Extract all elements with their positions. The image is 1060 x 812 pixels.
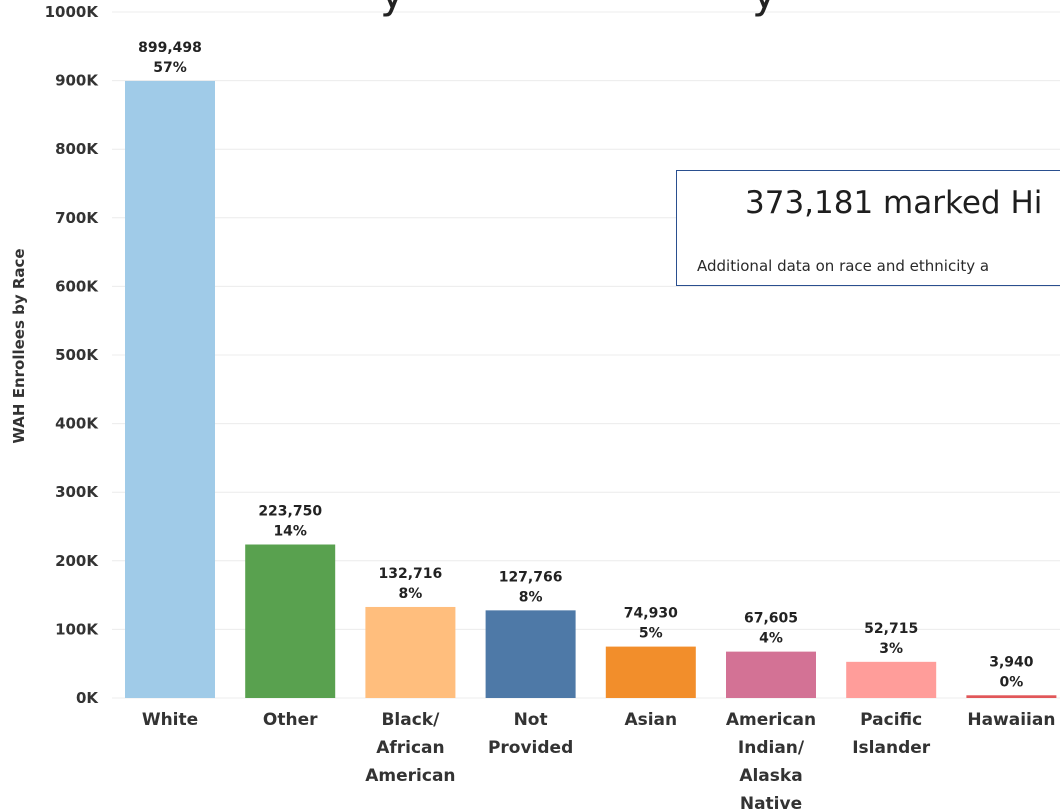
x-category-label: American <box>365 766 455 786</box>
bar-value-label: 52,715 <box>864 621 918 637</box>
bar <box>846 661 937 698</box>
y-tick-label: 0K <box>76 689 99 707</box>
x-category-label: Alaska <box>739 766 802 786</box>
bar-percent-label: 0% <box>1000 674 1024 690</box>
bar <box>726 651 816 698</box>
x-category-label: Asian <box>624 710 677 730</box>
bar-value-label: 223,750 <box>258 504 322 520</box>
y-tick-label: 900K <box>55 72 99 90</box>
bar-value-label: 3,940 <box>989 654 1034 670</box>
bar <box>245 544 336 698</box>
annotation-note: Additional data on race and ethnicity a <box>697 257 990 275</box>
bars <box>125 80 1057 698</box>
y-tick-label: 600K <box>55 277 99 295</box>
bar-percent-label: 8% <box>399 586 423 602</box>
bar-value-label: 127,766 <box>499 569 563 585</box>
bar <box>485 610 576 698</box>
x-category-label: Hawaiian <box>967 710 1055 730</box>
bar-percent-label: 5% <box>639 626 663 642</box>
y-tick-label: 300K <box>55 483 99 501</box>
bar-percent-label: 8% <box>519 589 543 605</box>
annotation-box: 373,181 marked Hi Additional data on rac… <box>676 170 1060 286</box>
bar <box>966 695 1057 698</box>
bar <box>365 606 456 698</box>
bar <box>605 646 696 698</box>
y-tick-label: 200K <box>55 552 99 570</box>
y-axis-title: WAH Enrollees by Race <box>10 248 28 443</box>
bar-percent-label: 14% <box>273 524 307 540</box>
y-tick-label: 500K <box>55 346 99 364</box>
y-tick-label: 400K <box>55 415 99 433</box>
y-tick-label: 700K <box>55 209 99 227</box>
chart-title-fragment: y y <box>380 0 777 18</box>
y-tick-label: 1000K <box>45 3 100 21</box>
bar-value-label: 74,930 <box>624 606 678 622</box>
data-labels: 899,498 57% 223,750 14% 132,716 8% 127,766 8% 74… <box>138 40 1034 690</box>
x-category-label: Indian/ <box>738 738 805 758</box>
bar <box>125 80 215 698</box>
bar-percent-label: 4% <box>759 631 783 647</box>
annotation-headline: 373,181 marked Hi <box>745 185 1043 221</box>
y-tick-label: 800K <box>55 140 99 158</box>
y-axis-ticks: 0K 100K 200K 300K 400K 500K 600K 700K 800K 900K 10… <box>45 3 100 707</box>
x-category-label: Native <box>740 794 802 812</box>
x-category-label: Not <box>514 710 548 730</box>
x-category-label: African <box>376 738 444 758</box>
y-tick-label: 100K <box>55 620 99 638</box>
bar-value-label: 67,605 <box>744 611 798 627</box>
x-category-label: Other <box>263 710 318 730</box>
x-category-label: Provided <box>488 738 573 758</box>
x-category-label: Pacific <box>860 710 922 730</box>
x-axis-categories: White Other Black/African American Not Provid… <box>142 710 1056 812</box>
bar-percent-label: 3% <box>879 641 903 657</box>
bar-value-label: 899,498 <box>138 40 202 56</box>
bar-value-label: 132,716 <box>379 566 443 582</box>
x-category-label: American <box>726 710 816 730</box>
x-category-label: Black/ <box>381 710 440 730</box>
x-category-label: White <box>142 710 198 730</box>
bar-percent-label: 57% <box>153 60 187 76</box>
x-category-label: Islander <box>852 738 931 758</box>
